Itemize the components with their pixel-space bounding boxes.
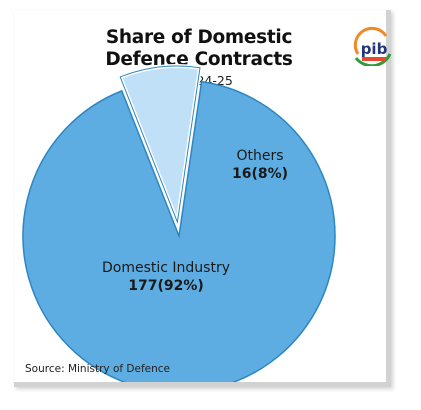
- pie-chart: Others 16(8%) Domestic Industry 177(92%): [22, 64, 336, 382]
- infographic-card: Share of Domestic Defence Contracts in 2…: [14, 10, 392, 387]
- source-note: Source: Ministry of Defence: [25, 363, 170, 375]
- slice-label-0: Others: [236, 148, 283, 164]
- slice-value-1: 177(92%): [128, 278, 204, 294]
- logo-orange-arc: [353, 26, 388, 55]
- pie-slice-domestic-industry: [22, 80, 336, 382]
- pib-logo-icon: pib: [353, 26, 392, 66]
- pie-slice-outline: [119, 65, 201, 225]
- chart-title-line-1: Share of Domestic: [105, 27, 293, 48]
- chart-title-line-2: Defence Contracts: [105, 49, 293, 70]
- slice-label-1: Domestic Industry: [102, 260, 230, 276]
- logo-text: pib: [361, 40, 388, 58]
- logo-band: [362, 57, 386, 61]
- slice-value-0: 16(8%): [232, 166, 288, 182]
- chart-title: Share of Domestic Defence Contracts: [44, 27, 354, 71]
- logo-green-arc: [354, 53, 392, 66]
